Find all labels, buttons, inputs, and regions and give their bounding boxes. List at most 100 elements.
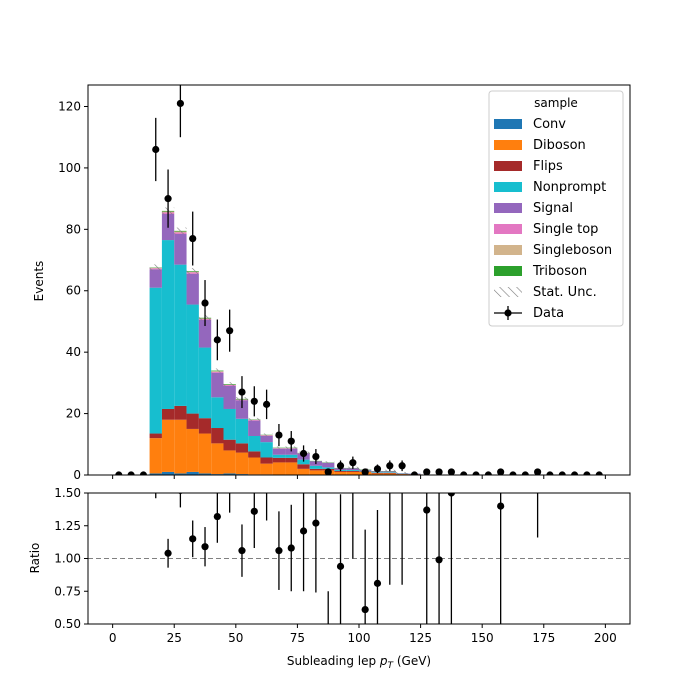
legend-data-marker xyxy=(504,309,512,317)
stat-unc-band xyxy=(174,227,187,235)
ratio-point xyxy=(164,549,172,557)
data-point xyxy=(460,471,468,475)
bar-nonprompt xyxy=(285,454,298,458)
data-point xyxy=(238,388,246,396)
stat-unc-band xyxy=(248,417,261,421)
bar-nonprompt xyxy=(161,240,175,409)
bar-diboson xyxy=(334,471,347,475)
data-point xyxy=(435,468,443,475)
bar-diboson xyxy=(186,428,199,472)
ratio-point xyxy=(201,543,209,551)
stat-unc-band xyxy=(211,368,224,373)
ratio-point xyxy=(226,479,233,486)
bar-diboson xyxy=(346,471,359,475)
bar-conv xyxy=(161,471,175,475)
y-tick-label: 120 xyxy=(58,99,81,113)
data-point xyxy=(398,462,406,470)
legend-swatch-single-top xyxy=(494,224,522,234)
bar-conv xyxy=(174,473,187,475)
legend: sample Conv Diboson Flips Nonprompt Signal Sin… xyxy=(488,90,624,327)
stat-unc-band xyxy=(260,433,273,437)
bar-diboson xyxy=(211,443,224,475)
data-point xyxy=(164,195,172,203)
bar-nonprompt xyxy=(383,472,396,473)
x-axis-label: Subleading lep pT (GeV) xyxy=(287,654,431,671)
ratio-point xyxy=(435,556,443,564)
bar-signal xyxy=(223,385,236,409)
ratio-point xyxy=(497,502,505,510)
ratio-point xyxy=(312,519,320,527)
data-point xyxy=(139,471,148,475)
data-point xyxy=(324,468,332,475)
ratio-point xyxy=(275,547,283,555)
data-point xyxy=(595,471,603,475)
bar-signal xyxy=(285,448,298,455)
ratio-point xyxy=(238,547,246,555)
ratio-point xyxy=(423,506,431,514)
bar-nonprompt xyxy=(186,304,199,414)
legend-swatch-conv xyxy=(494,119,522,129)
data-point xyxy=(250,397,258,405)
bar-diboson xyxy=(285,462,298,475)
bar-flips xyxy=(260,457,273,464)
ratio-point xyxy=(299,527,308,535)
bar-nonprompt xyxy=(346,470,359,472)
legend-swatch-nonprompt xyxy=(494,182,522,192)
x-tick-label: 75 xyxy=(290,631,305,645)
x-tick-label: 0 xyxy=(109,631,117,645)
ratio-y-tick-label: 0.75 xyxy=(54,584,81,598)
data-point xyxy=(410,471,419,475)
stat-unc-band xyxy=(272,446,286,449)
ratio-point xyxy=(336,562,345,570)
bar-nonprompt xyxy=(322,467,335,469)
ratio-plot-area xyxy=(88,424,630,624)
data-point xyxy=(263,400,271,408)
ratio-point xyxy=(213,512,221,521)
ratio-panel: 0.50 0.75 1.00 1.25 1.50 0 25 50 75 100 125 150 175… xyxy=(28,424,631,671)
bar-signal xyxy=(149,269,162,288)
stat-unc-band xyxy=(149,264,162,271)
bar-nonprompt xyxy=(272,454,286,458)
bar-flips xyxy=(149,433,162,439)
bar-nonprompt xyxy=(248,436,261,452)
ratio-point xyxy=(349,424,356,431)
data-point xyxy=(213,336,221,344)
bar-nonprompt xyxy=(174,264,187,406)
data-point xyxy=(226,327,234,335)
legend-label: Single top xyxy=(533,222,598,237)
ratio-point xyxy=(152,479,159,486)
legend-box xyxy=(488,90,624,327)
data-point xyxy=(349,459,357,467)
ratio-point xyxy=(361,605,369,614)
bar-nonprompt xyxy=(297,459,310,465)
stat-unc-band xyxy=(223,382,236,387)
bar-signal xyxy=(272,448,286,455)
data-point xyxy=(275,431,283,439)
y-tick-label: 40 xyxy=(66,345,81,359)
ratio-point xyxy=(250,507,258,515)
legend-swatch-stat-unc xyxy=(494,287,522,297)
bar-nonprompt xyxy=(211,397,224,429)
legend-swatch-singleboson xyxy=(494,245,522,255)
bar-signal xyxy=(186,273,199,305)
bar-flips xyxy=(346,471,359,472)
legend-label: Signal xyxy=(533,201,573,216)
data-point xyxy=(546,471,554,475)
bar-diboson xyxy=(235,452,249,475)
data-point xyxy=(299,449,308,458)
bar-diboson xyxy=(309,470,323,475)
bar-conv xyxy=(186,471,199,475)
data-point xyxy=(583,471,591,475)
bar-diboson xyxy=(371,473,384,475)
stat-unc-band xyxy=(186,268,199,275)
legend-label: Nonprompt xyxy=(533,180,606,195)
ratio-point xyxy=(447,493,455,497)
data-point xyxy=(521,471,529,475)
x-tick-label: 125 xyxy=(409,631,432,645)
data-point xyxy=(570,471,579,475)
bar-flips xyxy=(211,428,224,444)
y-tick-label: 0 xyxy=(73,468,81,482)
ratio-y-tick-label: 0.50 xyxy=(54,617,81,631)
data-point xyxy=(509,471,517,475)
legend-title: sample xyxy=(534,96,578,110)
